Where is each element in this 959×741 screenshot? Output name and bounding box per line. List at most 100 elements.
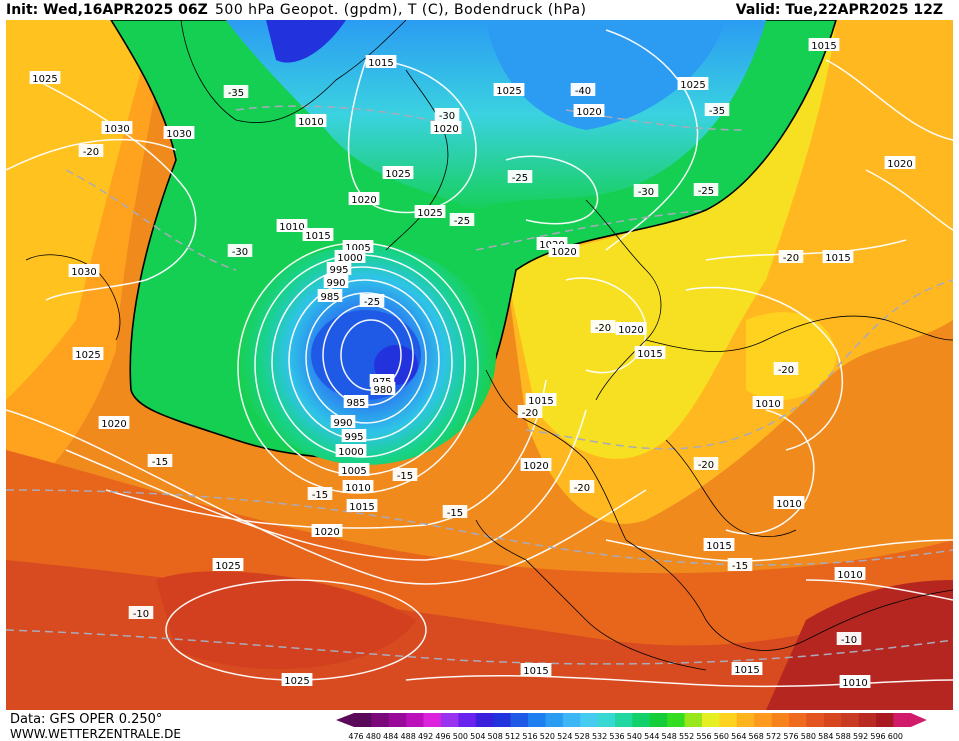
isobar-label: 1015 (634, 346, 666, 360)
isotherm-label-text: -35 (228, 88, 244, 99)
isobar-label: 1020 (615, 322, 647, 336)
isobar-label-text: 1020 (887, 159, 912, 170)
coldest-pool (266, 20, 346, 63)
colorscale-tick-label: 592 (853, 732, 868, 741)
colorscale-tick-label: 576 (783, 732, 798, 741)
colorscale-legend: 476 480 484 488 492 496 500 504 508 512 516 520 524 5… (336, 713, 927, 741)
valid-time: Valid: Tue,22APR2025 12Z (735, 2, 943, 18)
colorscale-tick-label: 496 (435, 732, 450, 741)
colorscale-tick-label: 568 (749, 732, 764, 741)
colorscale-swatch (719, 713, 738, 727)
colorscale-swatch (528, 713, 546, 727)
colorscale-tick-label: 508 (488, 732, 503, 741)
isobar-label-text: 985 (346, 398, 365, 409)
isobar-label: 1020 (548, 244, 580, 258)
colorscale-swatch (667, 713, 685, 727)
isobar-label-text: 1015 (349, 502, 374, 513)
isotherm-label: -15 (442, 505, 468, 519)
isobar-label-text: 1025 (496, 86, 521, 97)
colorscale-tick-label: 480 (366, 732, 381, 741)
colorscale-tick-label: 588 (836, 732, 851, 741)
colorscale-tick-label: 560 (714, 732, 729, 741)
isobar-label: 1025 (212, 558, 244, 572)
isotherm-label-text: -40 (575, 86, 591, 97)
isobar-label-text: 990 (326, 278, 345, 289)
isotherm-label-text: -20 (83, 147, 99, 158)
isotherm-label: -35 (223, 85, 249, 99)
colorscale-tick-label: 584 (818, 732, 833, 741)
isotherms (6, 105, 953, 665)
colorscale-tick-label: 520 (540, 732, 555, 741)
isotherm-label: -10 (128, 606, 154, 620)
isotherm-label: -30 (633, 184, 659, 198)
colorscale-tick-label: 532 (592, 732, 607, 741)
isobar-label-text: 1015 (368, 58, 393, 69)
isobar-label-text: 1020 (101, 419, 126, 430)
colorscale-swatch (702, 713, 720, 727)
isobar-label: 990 (323, 275, 349, 289)
isotherm-label-text: -25 (698, 186, 714, 197)
colorscale-tick-label: 528 (575, 732, 590, 741)
colorscale-swatch (388, 713, 407, 727)
isobar-label-text: 1020 (314, 527, 339, 538)
isobar-label: 1010 (773, 496, 805, 510)
isobar-label: 1025 (281, 673, 313, 687)
isotherm-label-text: -20 (783, 253, 799, 264)
isotherm-label: -40 (570, 83, 596, 97)
isotherm-label-text: -15 (152, 457, 168, 468)
colorscale-swatch (771, 713, 790, 727)
isotherm-label: -20 (517, 405, 543, 419)
colorscale-swatch (475, 713, 494, 727)
isobar-label: 1010 (752, 396, 784, 410)
isotherm-label-text: -15 (397, 471, 413, 482)
isobar-label-text: 1010 (776, 499, 801, 510)
isotherm-label-text: -20 (574, 483, 590, 494)
isobar-label: 995 (341, 429, 367, 443)
colorscale-tick-label: 512 (505, 732, 520, 741)
isobar-label: 1015 (808, 38, 840, 52)
colorscale-swatch (406, 713, 424, 727)
colorscale-swatch (441, 713, 459, 727)
isobar-label-text: 1020 (576, 107, 601, 118)
map-header: Init: Wed,16APR2025 06Z 500 hPa Geopot. … (0, 0, 959, 20)
isobar-label-text: 1020 (551, 247, 576, 258)
isobar-label-text: 1025 (32, 74, 57, 85)
isobar-label-text: 1025 (680, 80, 705, 91)
isobar-label-text: 1030 (166, 129, 191, 140)
colorscale-swatch (858, 713, 877, 727)
colorscale-tick-label: 552 (679, 732, 694, 741)
colorscale-tick-label: 596 (870, 732, 885, 741)
colorscale-swatch (493, 713, 511, 727)
colorscale-tick-label: 564 (731, 732, 746, 741)
isobar-label-text: 985 (320, 292, 339, 303)
isotherm-label-text: -15 (732, 561, 748, 572)
isotherm-label: -30 (227, 244, 253, 258)
isobar-label: 985 (317, 289, 343, 303)
isobar-label: 1010 (295, 114, 327, 128)
isotherm-label-text: -20 (522, 408, 538, 419)
isobar-label-text: 1030 (71, 267, 96, 278)
isotherm-label: -20 (778, 250, 804, 264)
colorscale-left-arrow (336, 713, 354, 727)
isobar-label: 1025 (493, 83, 525, 97)
colorscale-tick-label: 500 (453, 732, 468, 741)
colorscale-swatch (736, 713, 755, 727)
colorscale-tick-label: 492 (418, 732, 433, 741)
isotherm-label: -15 (307, 487, 333, 501)
isobar-label: 990 (330, 415, 356, 429)
colorscale-tick-label: 556 (696, 732, 711, 741)
colorscale-tick-label: 484 (383, 732, 398, 741)
isobar-label-text: 1025 (284, 676, 309, 687)
isotherm-label-text: -20 (698, 460, 714, 471)
isobar-label-text: 1015 (528, 396, 553, 407)
colorscale-swatch (371, 713, 390, 727)
colorscale-tick-label: 524 (557, 732, 572, 741)
isobar-label: 1015 (346, 499, 378, 513)
colorscale-tick-label: 544 (644, 732, 659, 741)
isobar-label-text: 1025 (417, 208, 442, 219)
isotherm-label: -30 (434, 108, 460, 122)
isobar-label-text: 1025 (75, 350, 100, 361)
isobar-label: 1010 (342, 480, 374, 494)
isobar-label-text: 1015 (811, 41, 836, 52)
isobar-label-text: 990 (333, 418, 352, 429)
